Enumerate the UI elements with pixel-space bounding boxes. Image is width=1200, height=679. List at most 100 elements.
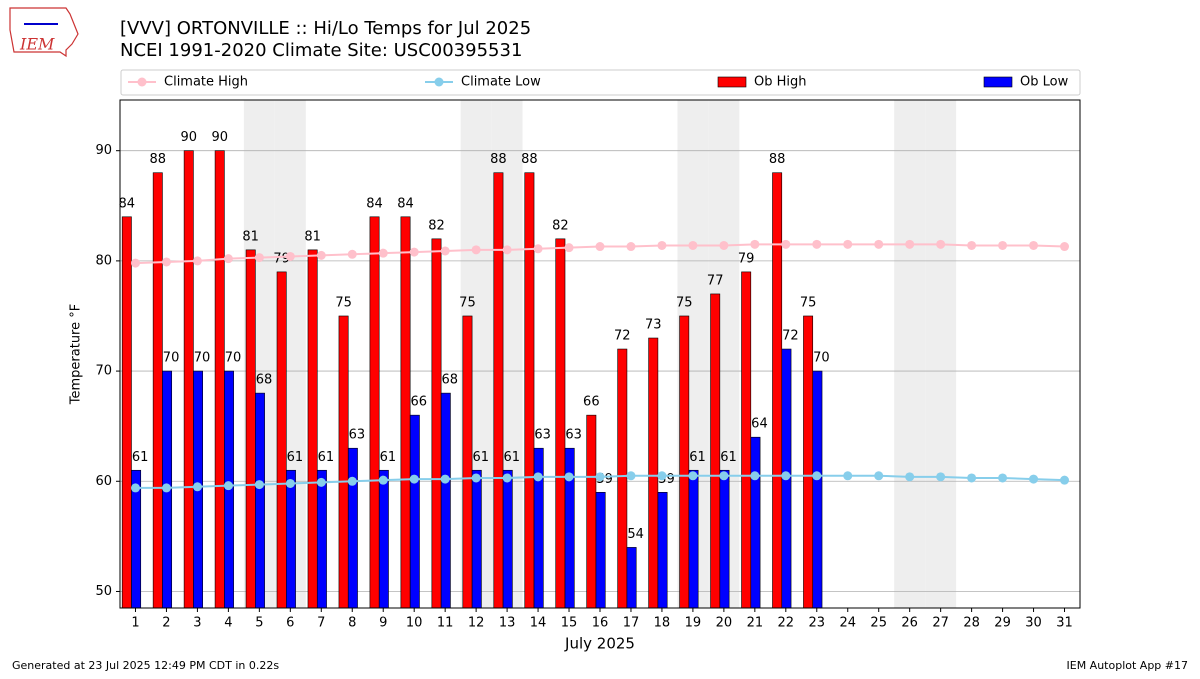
climate-marker <box>564 472 574 482</box>
x-tick-label: 5 <box>255 616 263 631</box>
x-tick-label: 20 <box>716 616 733 631</box>
bar-value-label: 73 <box>645 318 662 333</box>
bar <box>586 414 597 609</box>
bar-value-label: 70 <box>813 351 830 366</box>
x-tick-label: 28 <box>963 616 980 631</box>
bar-value-label: 75 <box>335 295 352 310</box>
x-tick-label: 27 <box>932 616 949 631</box>
x-tick-label: 26 <box>901 616 918 631</box>
climate-marker <box>781 471 791 481</box>
bar-value-label: 54 <box>627 527 644 542</box>
x-tick-label: 24 <box>839 616 856 631</box>
bar <box>772 172 783 609</box>
x-tick-label: 6 <box>286 616 294 631</box>
bar <box>710 293 721 609</box>
climate-marker <box>843 471 853 481</box>
weekend-shade <box>925 100 957 608</box>
bar <box>617 348 628 609</box>
plot-frame <box>119 99 1081 609</box>
bar-value-label: 75 <box>676 295 693 310</box>
bar <box>369 216 380 609</box>
bar-value-label: 61 <box>503 450 520 465</box>
x-tick-label: 2 <box>162 616 170 631</box>
bar <box>378 469 389 609</box>
x-tick-label: 19 <box>685 616 702 631</box>
bar <box>152 172 163 609</box>
climate-marker <box>285 478 295 488</box>
bar-value-label: 68 <box>256 373 273 388</box>
climate-marker <box>874 471 884 481</box>
bar <box>431 238 442 609</box>
bar-value-label: 84 <box>119 196 136 211</box>
x-tick-label: 7 <box>317 616 325 631</box>
climate-marker <box>161 483 171 493</box>
bar <box>648 337 659 609</box>
bar-value-label: 61 <box>132 450 149 465</box>
bar-value-label: 88 <box>490 152 507 167</box>
x-tick-label: 10 <box>406 616 423 631</box>
bar <box>679 315 690 609</box>
climate-marker <box>812 239 822 249</box>
x-tick-label: 13 <box>499 616 516 631</box>
bar-value-label: 66 <box>411 395 428 410</box>
x-tick-label: 4 <box>224 616 232 631</box>
climate-marker <box>688 240 698 250</box>
bar <box>719 469 730 609</box>
climate-marker <box>409 247 419 257</box>
bar-value-label: 68 <box>442 373 459 388</box>
y-tick-label: 90 <box>95 143 112 158</box>
climate-marker <box>192 482 202 492</box>
bar <box>688 469 699 609</box>
logo-text: IEM <box>19 35 55 54</box>
bar-value-label: 90 <box>180 130 197 145</box>
x-tick-label: 23 <box>809 616 826 631</box>
legend <box>120 69 1081 96</box>
climate-marker <box>626 242 636 252</box>
x-tick-label: 14 <box>530 616 547 631</box>
x-tick-label: 8 <box>348 616 356 631</box>
bar-value-label: 84 <box>397 196 414 211</box>
climate-marker <box>378 475 388 485</box>
climate-marker <box>409 474 419 484</box>
bar <box>564 447 575 609</box>
climate-marker <box>1060 475 1070 485</box>
climate-marker <box>905 472 915 482</box>
climate-marker <box>285 251 295 261</box>
bar <box>555 238 566 609</box>
x-axis-label: July 2025 <box>564 635 635 653</box>
bar <box>400 216 411 609</box>
footer-right: IEM Autoplot App #17 <box>1067 659 1189 672</box>
x-tick-label: 16 <box>592 616 609 631</box>
climate-marker <box>967 473 977 483</box>
bar-value-label: 70 <box>163 351 180 366</box>
bar <box>409 414 420 609</box>
bar <box>338 315 349 609</box>
bar-value-label: 64 <box>751 417 768 432</box>
logo-outline <box>9 7 79 58</box>
bar-value-label: 70 <box>194 351 211 366</box>
bar-value-label: 81 <box>304 229 321 244</box>
climate-marker <box>502 473 512 483</box>
footer-left: Generated at 23 Jul 2025 12:49 PM CDT in… <box>12 659 279 672</box>
climate-marker <box>316 477 326 487</box>
climate-marker <box>719 240 729 250</box>
x-tick-label: 21 <box>747 616 764 631</box>
bar-value-label: 61 <box>380 450 397 465</box>
bar <box>347 447 358 609</box>
x-tick-label: 9 <box>379 616 387 631</box>
climate-marker <box>750 239 760 249</box>
climate-marker <box>440 246 450 256</box>
bar-value-label: 84 <box>366 196 383 211</box>
bar-value-label: 63 <box>534 428 551 443</box>
climate-marker <box>347 476 357 486</box>
x-tick-label: 11 <box>437 616 454 631</box>
climate-marker <box>812 471 822 481</box>
climate-marker <box>564 243 574 253</box>
climate-marker <box>254 480 264 490</box>
bar <box>502 469 513 609</box>
bar <box>657 491 668 609</box>
climate-marker <box>657 240 667 250</box>
climate-marker <box>905 239 915 249</box>
x-tick-label: 30 <box>1025 616 1042 631</box>
bar-value-label: 82 <box>552 218 569 233</box>
